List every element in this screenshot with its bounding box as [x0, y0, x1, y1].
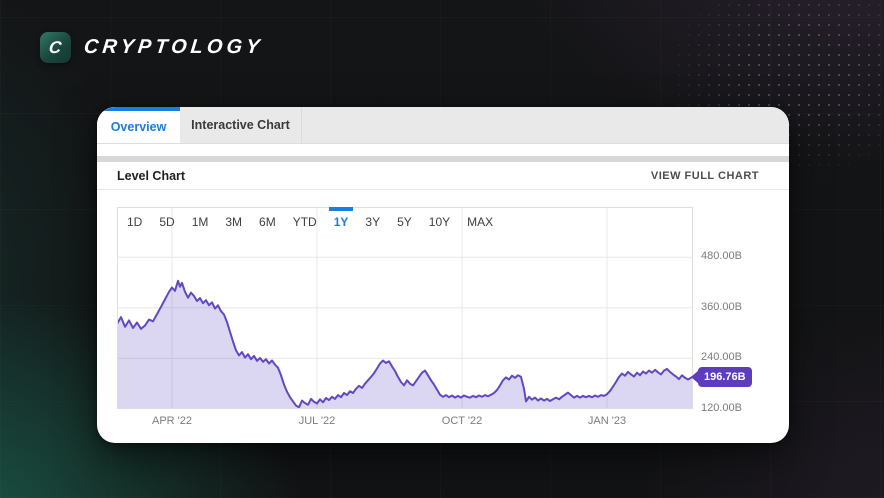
range-button-5d[interactable]: 5D: [159, 215, 175, 229]
range-button-6m[interactable]: 6M: [259, 215, 276, 229]
y-tick-label: 480.00B: [701, 250, 742, 263]
section-divider-band: [97, 156, 789, 162]
range-button-3y[interactable]: 3Y: [365, 215, 381, 229]
logo-letter: C: [48, 37, 64, 57]
range-button-1y[interactable]: 1Y: [333, 215, 349, 229]
level-chart-svg: [117, 207, 693, 409]
brand-name: CRYPTOLOGY: [82, 36, 265, 58]
range-button-1d[interactable]: 1D: [127, 215, 143, 229]
chart-plot[interactable]: 1D 5D 1M 3M 6M YTD 1Y 3Y 5Y 10Y MAX: [117, 207, 693, 409]
range-button-3m[interactable]: 3M: [225, 215, 243, 229]
range-button-10y[interactable]: 10Y: [428, 215, 451, 229]
chart-card: Overview Interactive Chart Level Chart V…: [97, 107, 789, 443]
brand-logo: C CRYPTOLOGY: [40, 32, 265, 63]
last-value-badge: 196.76B: [698, 366, 752, 387]
panel-title: Level Chart: [117, 168, 186, 183]
range-button-ytd[interactable]: YTD: [292, 215, 317, 229]
range-button-max[interactable]: MAX: [467, 215, 494, 229]
range-toolbar: 1D 5D 1M 3M 6M YTD 1Y 3Y 5Y 10Y MAX: [117, 207, 693, 229]
panel-header: Level Chart VIEW FULL CHART: [97, 162, 789, 190]
range-button-5y[interactable]: 5Y: [397, 215, 412, 229]
tab-interactive-chart[interactable]: Interactive Chart: [180, 107, 302, 143]
chart-area: 1D 5D 1M 3M 6M YTD 1Y 3Y 5Y 10Y MAX 480.…: [97, 190, 789, 442]
brand-logo-mark: C: [40, 32, 71, 63]
y-tick-label: 120.00B: [701, 402, 742, 414]
x-tick-label: APR '22: [151, 415, 193, 427]
y-tick-label: 360.00B: [701, 300, 742, 313]
view-full-chart-link[interactable]: VIEW FULL CHART: [650, 169, 759, 182]
x-tick-label: OCT '22: [441, 415, 483, 427]
tab-bar: Overview Interactive Chart: [97, 107, 789, 144]
tab-overview[interactable]: Overview: [97, 107, 180, 143]
x-tick-label: JAN '23: [587, 415, 627, 427]
spacer: [97, 144, 789, 156]
x-tick-label: JUL '22: [298, 415, 336, 427]
y-tick-label: 240.00B: [701, 351, 742, 364]
range-button-1m[interactable]: 1M: [191, 215, 209, 229]
